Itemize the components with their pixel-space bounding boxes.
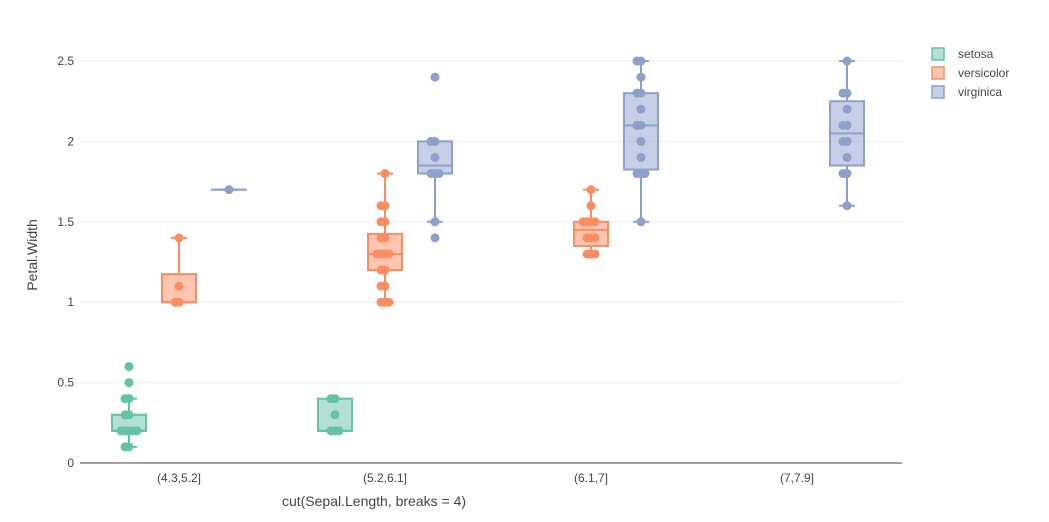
data-point-virginica	[636, 217, 646, 227]
legend: setosa versicolor virginica	[931, 47, 1009, 99]
data-point-versicolor	[376, 297, 386, 307]
data-point-versicolor	[582, 249, 592, 259]
data-point-virginica	[838, 120, 848, 130]
x-tick-label: (6.1,7]	[574, 471, 608, 485]
data-point-virginica	[838, 169, 848, 179]
legend-swatch	[931, 85, 945, 99]
data-point-versicolor	[384, 297, 394, 307]
box-plot-area	[111, 60, 865, 448]
y-axis-title: Petal.Width	[24, 219, 40, 291]
data-point-virginica	[632, 56, 642, 66]
y-axis-ticks: 0 0.5 1 1.5 2 2.5	[57, 54, 74, 470]
data-point-versicolor	[376, 281, 386, 291]
y-tick-label: 1	[67, 295, 74, 309]
data-point-versicolor	[170, 297, 180, 307]
data-point-setosa	[120, 442, 130, 452]
data-point-versicolor	[380, 169, 390, 179]
legend-item-virginica: virginica	[931, 85, 1002, 99]
data-point-versicolor	[376, 217, 386, 227]
data-point-setosa	[122, 426, 132, 436]
y-tick-label: 1.5	[57, 215, 74, 229]
legend-item-versicolor: versicolor	[931, 66, 1009, 80]
data-point-versicolor	[384, 249, 394, 259]
data-point-virginica	[842, 104, 852, 114]
y-tick-label: 2	[67, 134, 74, 148]
data-point-versicolor	[376, 233, 386, 243]
y-tick-label: 0	[67, 456, 74, 470]
data-point-versicolor	[372, 249, 382, 259]
data-point-setosa	[120, 410, 130, 420]
x-tick-label: (7,7.9]	[780, 471, 814, 485]
data-point-virginica	[430, 72, 440, 82]
data-point-versicolor	[590, 233, 600, 243]
data-point-setosa	[326, 426, 336, 436]
data-point-virginica	[838, 136, 848, 146]
gridlines	[80, 60, 902, 384]
data-point-virginica	[632, 88, 642, 98]
data-point-setosa	[132, 426, 142, 436]
data-point-versicolor	[376, 201, 386, 211]
data-point-virginica	[430, 233, 440, 243]
data-point-setosa	[120, 394, 130, 404]
data-point-virginica	[838, 88, 848, 98]
legend-item-setosa: setosa	[931, 47, 994, 61]
data-point-virginica	[434, 169, 444, 179]
data-point-virginica	[636, 136, 646, 146]
data-point-virginica	[224, 185, 234, 195]
y-tick-label: 0.5	[57, 376, 74, 390]
data-point-virginica	[842, 152, 852, 162]
data-point-virginica	[640, 169, 650, 179]
data-point-virginica	[426, 169, 436, 179]
data-point-versicolor	[586, 201, 596, 211]
data-point-setosa	[330, 410, 340, 420]
data-point-virginica	[636, 104, 646, 114]
data-point-virginica	[842, 201, 852, 211]
data-point-virginica	[426, 136, 436, 146]
data-point-virginica	[632, 169, 642, 179]
x-tick-label: (5.2,6.1]	[363, 471, 407, 485]
box-virginica	[829, 60, 865, 207]
data-points	[116, 56, 852, 452]
data-point-versicolor	[590, 217, 600, 227]
box-setosa	[111, 397, 147, 448]
data-point-versicolor	[590, 249, 600, 259]
data-point-versicolor	[376, 265, 386, 275]
box-versicolor	[161, 236, 197, 304]
x-axis-title: cut(Sepal.Length, breaks = 4)	[282, 493, 466, 509]
data-point-setosa	[124, 378, 134, 388]
legend-label: versicolor	[958, 66, 1009, 80]
data-point-virginica	[636, 72, 646, 82]
x-tick-label: (4.3,5.2]	[157, 471, 201, 485]
legend-swatch	[931, 66, 945, 80]
legend-label: setosa	[958, 47, 994, 61]
data-point-virginica	[842, 56, 852, 66]
data-point-setosa	[326, 394, 336, 404]
data-point-virginica	[636, 152, 646, 162]
data-point-virginica	[430, 152, 440, 162]
data-point-setosa	[334, 426, 344, 436]
data-point-virginica	[632, 120, 642, 130]
data-point-versicolor	[582, 233, 592, 243]
data-point-setosa	[124, 362, 134, 372]
legend-swatch	[931, 47, 945, 61]
y-tick-label: 2.5	[57, 54, 74, 68]
data-point-versicolor	[578, 217, 588, 227]
data-point-virginica	[430, 217, 440, 227]
x-axis-ticks: (4.3,5.2] (5.2,6.1] (6.1,7] (7,7.9]	[157, 471, 814, 485]
data-point-versicolor	[586, 185, 596, 195]
data-point-versicolor	[174, 233, 184, 243]
data-point-versicolor	[174, 281, 184, 291]
legend-label: virginica	[958, 85, 1002, 99]
